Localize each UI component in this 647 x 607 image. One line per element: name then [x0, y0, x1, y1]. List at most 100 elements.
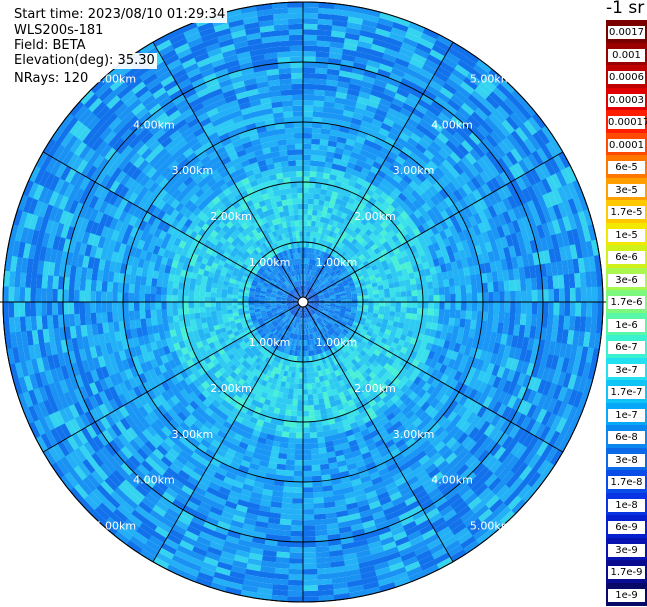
ppi-cell [384, 302, 391, 307]
ppi-cell [389, 266, 397, 274]
ppi-cell [248, 304, 255, 308]
ppi-cell [326, 412, 335, 420]
ppi-cell [316, 289, 322, 294]
ppi-cell [308, 247, 312, 254]
ppi-cell [314, 84, 327, 91]
ppi-cell [391, 326, 398, 333]
ppi-cell [364, 253, 372, 261]
ppi-cell [335, 421, 344, 429]
ppi-cell [313, 105, 324, 113]
ppi-cell [298, 340, 301, 346]
ppi-cell [214, 208, 223, 218]
ppi-cell [394, 264, 402, 272]
ppi-cell [265, 186, 274, 194]
ppi-cell [306, 231, 311, 237]
ppi-cell [310, 372, 315, 378]
ppi-cell [161, 286, 168, 295]
ppi-cell [333, 203, 341, 211]
ppi-cell [430, 251, 438, 261]
ppi-cell [255, 286, 262, 291]
ppi-cell [302, 383, 308, 390]
ppi-cell [248, 299, 254, 302]
ppi-cell [269, 326, 275, 332]
ppi-cell [333, 267, 340, 273]
ppi-cell [292, 298, 298, 301]
ppi-cell [234, 360, 242, 368]
ppi-cell [274, 361, 280, 369]
ppi-cell [281, 298, 287, 301]
ppi-cell [368, 302, 374, 306]
ppi-cell [243, 301, 249, 306]
ppi-cell [329, 256, 336, 263]
ppi-cell [308, 303, 314, 306]
ppi-cell [286, 298, 293, 301]
ppi-cell [349, 174, 359, 183]
ppi-cell [338, 273, 345, 279]
ppi-cell [311, 291, 316, 296]
ppi-cell [317, 244, 322, 251]
ppi-cell [362, 346, 370, 354]
ppi-cell [256, 284, 263, 289]
ppi-cell [335, 329, 342, 335]
ppi-cell [188, 212, 198, 222]
ppi-cell [303, 116, 314, 123]
ppi-cell [316, 331, 321, 337]
ppi-cell [96, 312, 103, 324]
ppi-cell [305, 328, 309, 335]
ppi-cell [395, 296, 402, 303]
ppi-cell [209, 382, 219, 391]
ppi-cell [404, 207, 414, 217]
ppi-cell [510, 302, 516, 314]
ppi-cell [190, 324, 198, 332]
ppi-cell [264, 356, 271, 364]
ppi-cell [229, 346, 237, 354]
ppi-cell [273, 224, 280, 231]
ppi-cell [192, 216, 202, 226]
ppi-cell [316, 232, 322, 239]
ppi-cell [327, 313, 333, 317]
ppi-cell [267, 274, 274, 280]
ppi-cell [273, 343, 279, 350]
ppi-cell [312, 360, 317, 367]
ppi-cell [285, 267, 290, 273]
ppi-cell [317, 436, 326, 444]
ppi-cell [308, 303, 314, 305]
ppi-cell [226, 192, 235, 201]
ppi-cell [353, 349, 360, 357]
ppi-cell [261, 368, 269, 375]
ppi-cell [256, 177, 265, 185]
ppi-cell [279, 228, 285, 235]
ppi-cell [309, 361, 314, 368]
ppi-cell [254, 255, 261, 262]
ppi-cell [276, 338, 282, 345]
ppi-cell [357, 366, 365, 375]
ppi-cell [384, 306, 391, 312]
ppi-cell [251, 329, 258, 335]
ppi-cell [311, 292, 317, 297]
ppi-cell [319, 304, 325, 307]
ppi-cell [283, 308, 289, 312]
ppi-cell [270, 179, 279, 187]
ppi-cell [237, 225, 245, 234]
ppi-cell [258, 212, 266, 220]
ppi-cell [309, 426, 317, 433]
ppi-cell [168, 322, 175, 331]
ppi-cell [227, 204, 236, 213]
ppi-cell [313, 232, 318, 238]
ppi-cell [325, 266, 331, 273]
ppi-cell [300, 280, 303, 286]
ppi-cell [376, 399, 386, 409]
ppi-cell [329, 279, 336, 285]
ppi-cell [318, 447, 327, 454]
ppi-cell [264, 247, 271, 254]
ppi-cell [373, 339, 381, 346]
ppi-cell [302, 509, 315, 515]
ppi-cell [289, 332, 293, 339]
ppi-cell [308, 302, 314, 304]
ppi-cell [306, 323, 309, 329]
ppi-cell [270, 417, 279, 425]
ppi-cell [233, 287, 239, 292]
ppi-cell [316, 255, 321, 262]
ppi-cell [216, 288, 223, 294]
ppi-cell [300, 351, 303, 357]
